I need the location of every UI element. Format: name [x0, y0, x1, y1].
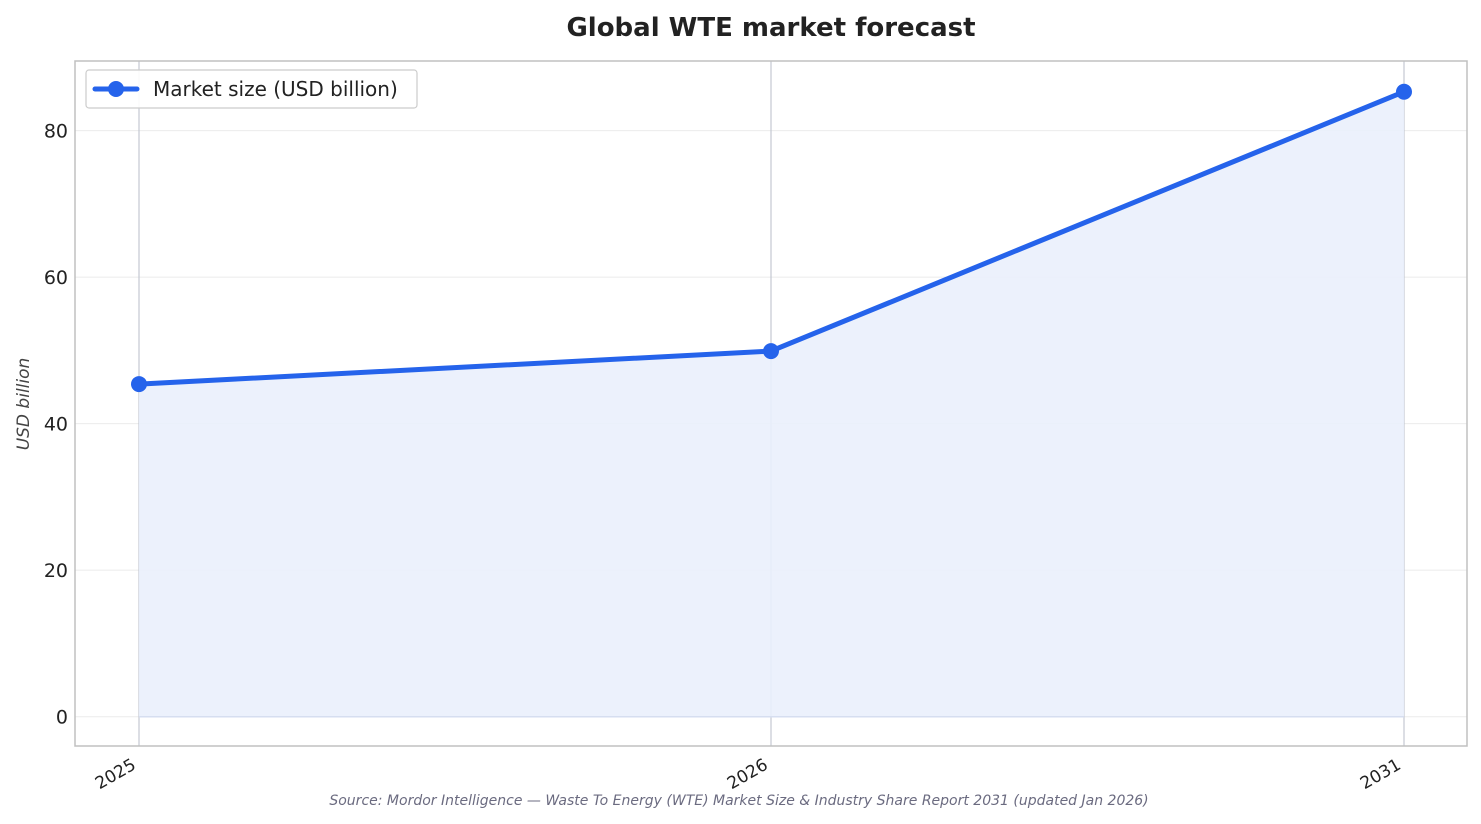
y-tick-label: 60	[44, 267, 68, 289]
legend-marker	[108, 81, 124, 97]
y-tick-label: 80	[44, 121, 68, 143]
plot-frame	[74, 60, 1468, 747]
legend-box	[85, 69, 418, 109]
source-note: Source: Mordor Intelligence — Waste To E…	[329, 793, 1148, 809]
y-tick-label: 0	[56, 707, 68, 729]
legend: Market size (USD billion)	[85, 69, 418, 109]
data-point	[1396, 83, 1412, 100]
data-point	[763, 343, 779, 360]
y-tick-label: 40	[44, 414, 68, 436]
y-axis-label: USD billion	[14, 358, 34, 451]
x-tick-label: 2025	[92, 755, 139, 794]
x-axis-ticks: 2025 2026 2031	[92, 755, 1404, 794]
chart-title: Global WTE market forecast	[566, 13, 975, 43]
area-layer	[139, 91, 1404, 718]
x-tick-label: 2026	[724, 755, 771, 794]
y-tick-label: 20	[44, 560, 68, 582]
data-point	[131, 376, 147, 393]
points-layer	[131, 83, 1412, 393]
series-area-fill	[139, 91, 1404, 717]
y-axis-ticks: 0 20 40 60 80	[44, 121, 68, 729]
plot-border	[74, 60, 1468, 747]
x-tick-label: 2031	[1357, 755, 1404, 794]
legend-label: Market size (USD billion)	[153, 77, 398, 101]
